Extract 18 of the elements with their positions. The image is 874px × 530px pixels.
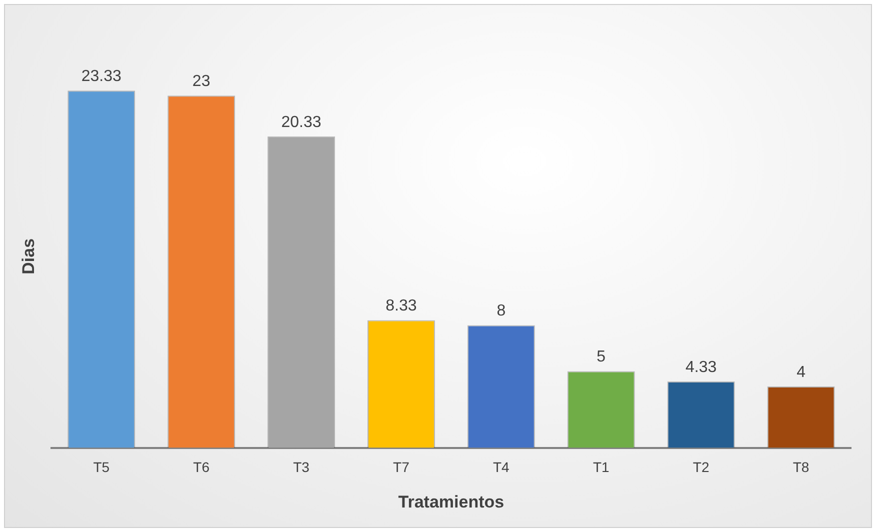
x-axis-title: Tratamientos [398,492,504,512]
x-tick-label: T3 [293,459,310,476]
data-label: 23.33 [81,68,122,85]
data-label: 8 [496,302,506,320]
data-label: 23 [192,73,210,90]
data-label: 5 [596,348,606,366]
x-tick-label: T6 [193,459,210,476]
x-tick-label: T4 [493,459,510,476]
data-label: 4.33 [686,358,717,376]
x-tick-label: T1 [592,459,610,476]
x-tick-label: T5 [93,459,110,476]
y-axis-title: Dias [18,238,38,274]
x-tick-label: T8 [792,459,810,476]
x-tick-label: T2 [692,459,710,476]
data-label: 4 [796,364,806,381]
x-tick-label: T7 [393,459,410,476]
data-label: 8.33 [386,298,417,315]
data-label: 20.33 [281,114,322,131]
